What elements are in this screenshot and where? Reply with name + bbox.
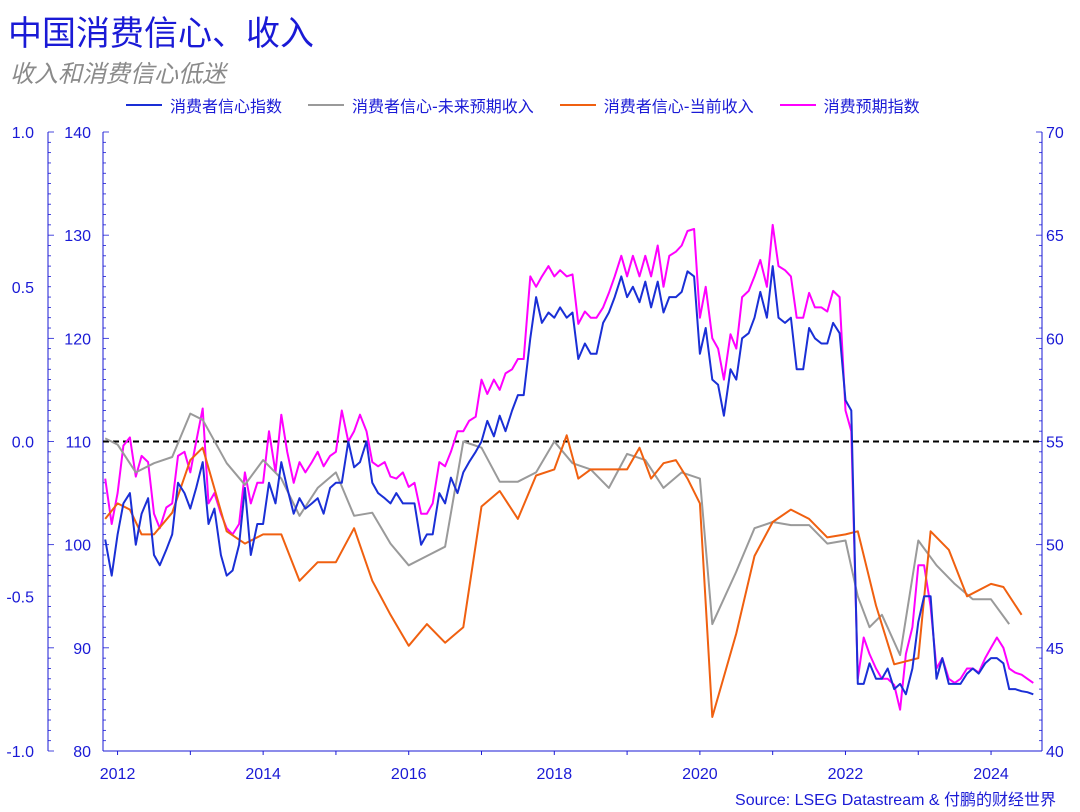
x-tick-label: 2012: [100, 766, 136, 783]
legend-label: 消费者信心-当前收入: [603, 97, 754, 116]
series-line-3: [104, 223, 1034, 711]
series-line-2: [104, 434, 1023, 718]
right-tick-label: 70: [1046, 125, 1064, 142]
legend-label: 消费者信心-未来预期收入: [352, 97, 534, 116]
left-tick-label: 80: [73, 744, 91, 761]
legend-item-future-income: 消费者信心-未来预期收入: [308, 93, 534, 117]
series-line-0: [104, 265, 1034, 696]
legend-label: 消费者信心指数: [170, 97, 283, 116]
legend-item-current-income: 消费者信心-当前收入: [559, 93, 754, 117]
x-tick-label: 2020: [682, 766, 718, 783]
left-tick-label: 130: [64, 228, 91, 245]
left-tick-label: 140: [64, 125, 91, 142]
right-tick-label: 50: [1046, 538, 1064, 555]
x-tick-label: 2024: [973, 766, 1009, 783]
outer-left-tick-label: 0.5: [12, 280, 34, 297]
left-tick-label: 100: [64, 538, 91, 555]
legend-swatch: [779, 104, 816, 106]
legend-item-expectation-index: 消费预期指数: [779, 93, 920, 117]
right-tick-label: 60: [1046, 331, 1064, 348]
legend-swatch: [559, 104, 596, 106]
outer-left-tick-label: -0.5: [6, 589, 34, 606]
legend-swatch: [126, 104, 162, 106]
legend-item-consumer-confidence: 消费者信心指数: [126, 93, 282, 117]
right-tick-label: 40: [1046, 744, 1064, 761]
legend-swatch: [308, 104, 345, 106]
right-tick-label: 65: [1046, 228, 1064, 245]
x-tick-label: 2014: [245, 766, 281, 783]
x-tick-label: 2018: [537, 766, 573, 783]
right-tick-label: 55: [1046, 435, 1064, 452]
outer-left-tick-label: -1.0: [6, 744, 34, 761]
x-tick-label: 2022: [828, 766, 864, 783]
chart-legend: 消费者信心指数 消费者信心-未来预期收入 消费者信心-当前收入 消费预期指数: [126, 93, 920, 117]
left-tick-label: 120: [64, 331, 91, 348]
chart-subtitle: 收入和消费信心低迷: [10, 60, 226, 88]
outer-left-tick-label: 1.0: [12, 125, 34, 142]
left-tick-label: 110: [65, 435, 91, 452]
chart-title: 中国消费信心、收入: [8, 14, 314, 54]
left-tick-label: 90: [73, 641, 91, 658]
x-tick-label: 2016: [391, 766, 427, 783]
legend-label: 消费预期指数: [823, 97, 920, 116]
right-tick-label: 45: [1046, 641, 1064, 658]
series-line-1: [104, 412, 1011, 657]
outer-left-tick-label: 0.0: [12, 435, 34, 452]
source-note: Source: LSEG Datastream & 付鹏的财经世界: [735, 792, 1056, 809]
